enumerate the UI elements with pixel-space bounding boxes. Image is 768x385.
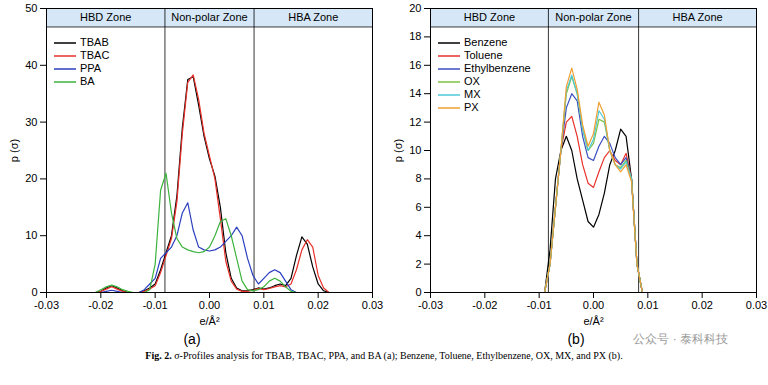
svg-text:-0.01: -0.01 bbox=[143, 299, 168, 311]
svg-text:20: 20 bbox=[409, 2, 421, 14]
html-text:BA: BA bbox=[80, 75, 95, 88]
svg-text:4: 4 bbox=[415, 229, 421, 241]
svg-text:16: 16 bbox=[409, 59, 421, 71]
svg-text:p (σ): p (σ) bbox=[392, 139, 404, 162]
svg-text:0.02: 0.02 bbox=[691, 299, 712, 311]
html-text:Fig. 2. σ-Profiles analysis fo: Fig. 2. σ-Profiles analysis for TBAB, TB… bbox=[145, 350, 623, 361]
html-text:MX: MX bbox=[464, 88, 481, 101]
svg-text:40: 40 bbox=[25, 59, 37, 71]
html-text:Ethylbenzene: Ethylbenzene bbox=[464, 62, 531, 75]
svg-text:-0.02: -0.02 bbox=[88, 299, 113, 311]
svg-text:HBD Zone: HBD Zone bbox=[80, 11, 131, 23]
svg-text:-0.02: -0.02 bbox=[472, 299, 497, 311]
svg-text:e/Å²: e/Å² bbox=[583, 315, 604, 327]
svg-text:12: 12 bbox=[409, 116, 421, 128]
svg-text:0.00: 0.00 bbox=[583, 299, 604, 311]
svg-text:0.03: 0.03 bbox=[746, 299, 767, 311]
html-text:Benzene: Benzene bbox=[464, 36, 508, 49]
svg-text:0.01: 0.01 bbox=[637, 299, 658, 311]
html-text:OX: OX bbox=[464, 75, 480, 88]
svg-text:50: 50 bbox=[25, 2, 37, 14]
svg-text:10: 10 bbox=[25, 229, 37, 241]
svg-text:0.01: 0.01 bbox=[253, 299, 274, 311]
html-text:PX: PX bbox=[464, 101, 479, 114]
svg-text:HBA Zone: HBA Zone bbox=[672, 11, 722, 23]
html-text:(b): (b) bbox=[567, 331, 585, 347]
svg-text:20: 20 bbox=[25, 172, 37, 184]
svg-text:0.00: 0.00 bbox=[199, 299, 220, 311]
svg-text:0: 0 bbox=[31, 286, 37, 298]
svg-text:e/Å²: e/Å² bbox=[199, 315, 220, 327]
svg-text:2: 2 bbox=[415, 258, 421, 270]
svg-text:18: 18 bbox=[409, 30, 421, 42]
html-text:TBAC: TBAC bbox=[80, 49, 110, 62]
svg-text:-0.03: -0.03 bbox=[34, 299, 59, 311]
svg-text:10: 10 bbox=[409, 144, 421, 156]
svg-text:0: 0 bbox=[415, 286, 421, 298]
html-text:(a): (a) bbox=[183, 331, 201, 347]
svg-text:8: 8 bbox=[415, 172, 421, 184]
html-text:公众号 · 泰科科技: 公众号 · 泰科科技 bbox=[633, 332, 728, 346]
svg-text:p (σ): p (σ) bbox=[8, 139, 20, 162]
svg-text:6: 6 bbox=[415, 201, 421, 213]
svg-text:Non-polar Zone: Non-polar Zone bbox=[171, 11, 247, 23]
svg-text:0.03: 0.03 bbox=[362, 299, 383, 311]
svg-text:-0.03: -0.03 bbox=[418, 299, 443, 311]
svg-text:-0.01: -0.01 bbox=[527, 299, 552, 311]
html-text:Toluene: Toluene bbox=[464, 49, 503, 62]
svg-text:0.02: 0.02 bbox=[307, 299, 328, 311]
svg-text:Non-polar Zone: Non-polar Zone bbox=[555, 11, 631, 23]
svg-text:14: 14 bbox=[409, 87, 421, 99]
html-text:PPA: PPA bbox=[80, 62, 102, 75]
html-text:TBAB: TBAB bbox=[80, 36, 109, 49]
svg-text:HBD Zone: HBD Zone bbox=[464, 11, 515, 23]
svg-text:HBA Zone: HBA Zone bbox=[288, 11, 338, 23]
svg-text:30: 30 bbox=[25, 116, 37, 128]
